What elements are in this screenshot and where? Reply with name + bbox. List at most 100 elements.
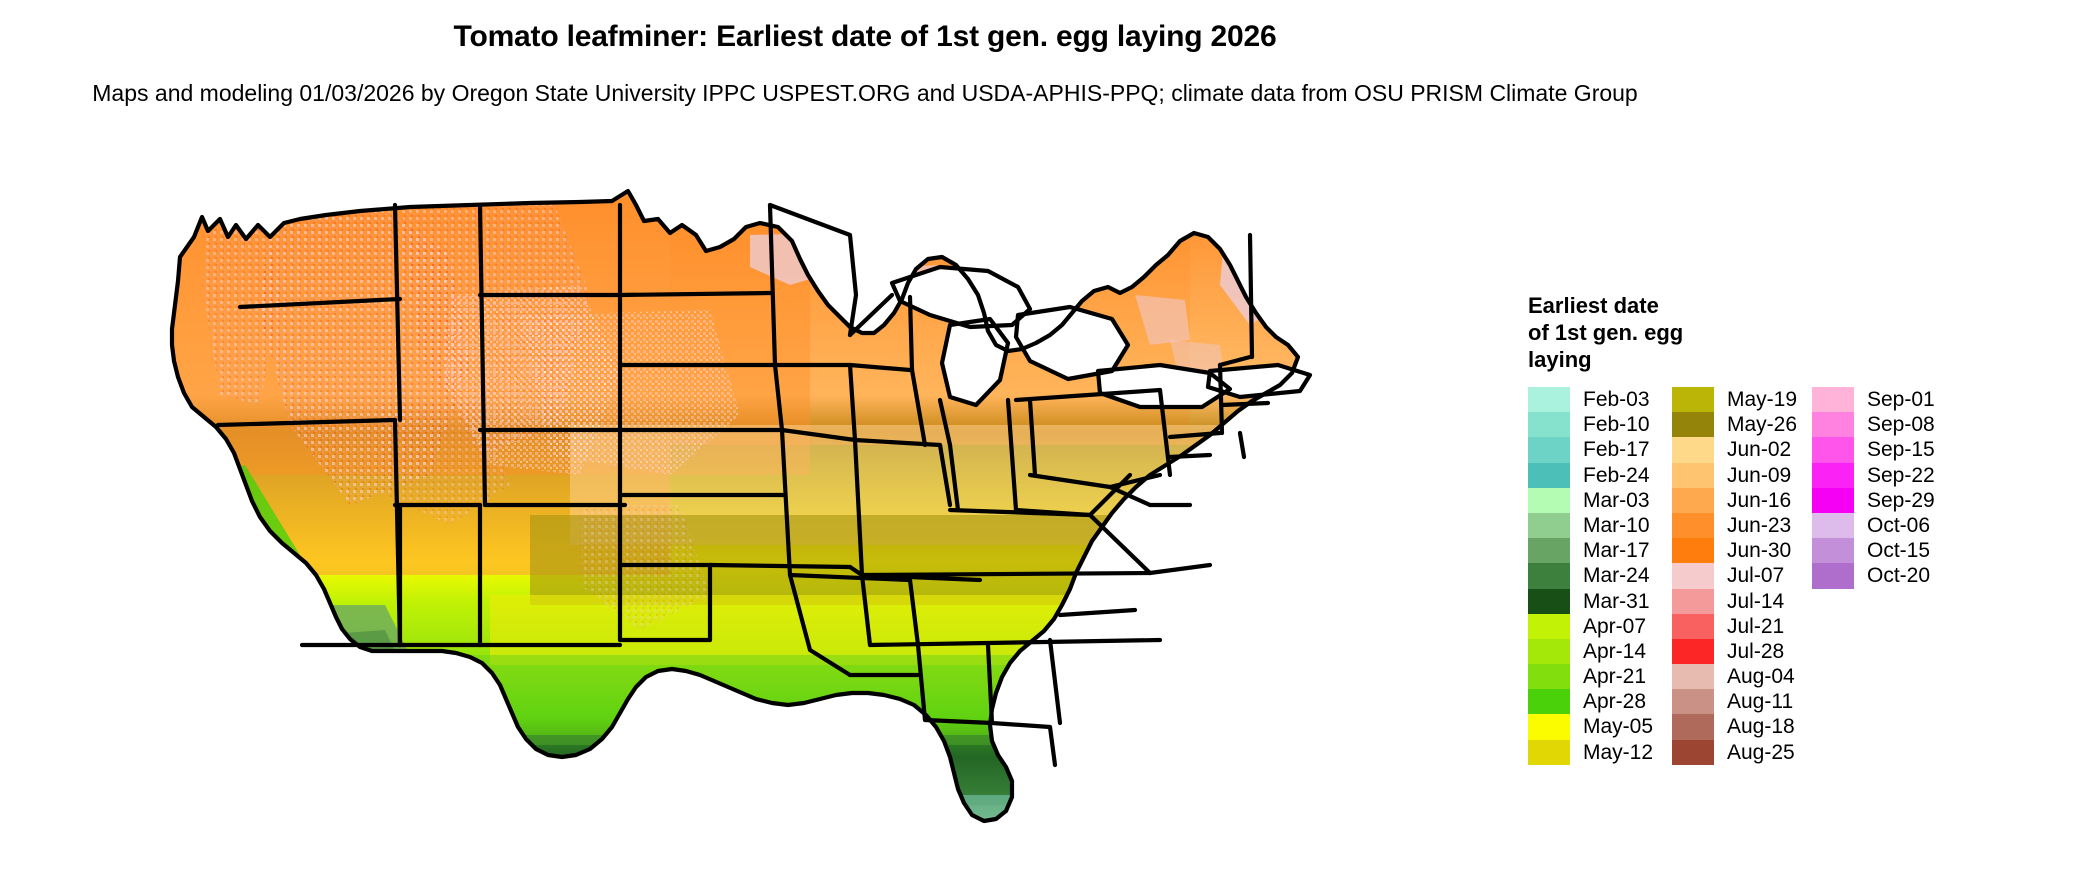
legend-color-swatch [1672,689,1714,715]
legend-entry[interactable]: Jun-30 [1672,538,1812,564]
legend-entry[interactable]: May-19 [1672,387,1812,413]
state-boundaries [169,188,1313,824]
legend-color-swatch [1672,538,1714,564]
legend-entry[interactable]: Jun-02 [1672,437,1812,463]
legend-entry[interactable]: Mar-17 [1528,538,1672,564]
legend-entry[interactable]: Jul-21 [1672,613,1812,639]
legend-entry[interactable]: Mar-31 [1528,588,1672,614]
legend-entry-label: Feb-10 [1583,413,1650,437]
legend-color-swatch [1812,563,1854,589]
legend-entry[interactable]: Apr-21 [1528,664,1672,690]
legend-entry[interactable]: Jun-23 [1672,512,1812,539]
legend-entry[interactable]: Jul-14 [1672,588,1812,614]
legend-entry-label: May-19 [1727,388,1798,411]
legend-color-swatch [1672,613,1714,639]
legend-color-swatch [1528,512,1570,539]
legend-entry[interactable]: Sep-29 [1812,487,1962,513]
legend-color-swatch [1672,664,1714,690]
legend-entry[interactable]: Feb-24 [1528,462,1672,488]
legend-color-swatch [1812,487,1854,513]
legend-entry-label: Jun-09 [1727,463,1792,487]
legend-entry-label: Mar-10 [1583,513,1650,537]
legend-entry[interactable]: Feb-10 [1528,412,1672,438]
legend-color-swatch [1528,462,1570,488]
legend-entry[interactable]: Aug-11 [1672,689,1812,715]
legend-color-swatch [1812,387,1854,413]
legend-entry-label: May-12 [1583,740,1654,764]
legend-entry[interactable]: Mar-10 [1528,512,1672,539]
legend-color-swatch [1672,714,1714,740]
legend-entry[interactable]: May-12 [1528,739,1672,765]
legend-entry[interactable]: Jun-16 [1672,487,1812,513]
legend-entry[interactable]: Jul-28 [1672,638,1812,665]
legend-color-swatch [1672,412,1714,438]
legend-entry[interactable]: Jun-09 [1672,462,1812,488]
legend-entry-label: May-05 [1583,715,1654,739]
legend-color-swatch [1528,387,1570,413]
legend-entry-label: Sep-29 [1867,488,1935,512]
legend-entry-label: Jun-30 [1727,539,1792,563]
legend-entry-label: Apr-07 [1583,614,1647,638]
legend-entry-label: Sep-01 [1867,388,1935,411]
legend-entry[interactable]: Aug-18 [1672,714,1812,740]
legend-entry[interactable]: Apr-14 [1528,638,1672,665]
legend-entry[interactable]: Oct-20 [1812,563,1962,589]
legend-entry-label: Feb-03 [1583,388,1650,411]
legend-entry-label: Jul-07 [1727,564,1785,588]
legend-entry-label: Aug-25 [1727,740,1795,764]
legend-entry-label: Jun-16 [1727,488,1792,512]
legend-entry-label: Oct-06 [1867,513,1931,537]
legend-entry[interactable]: Sep-08 [1812,412,1962,438]
legend-entry[interactable]: Feb-03 [1528,387,1672,413]
legend-color-swatch [1528,538,1570,564]
map-legend: Earliest date of 1st gen. egg laying Feb… [1528,292,2088,765]
legend-color-swatch [1812,437,1854,463]
legend-entry[interactable]: Apr-28 [1528,689,1672,715]
legend-color-swatch [1528,487,1570,513]
legend-entry[interactable]: Feb-17 [1528,437,1672,463]
conus-choropleth-map [150,175,1530,885]
legend-entry-label: Jul-21 [1727,614,1785,638]
legend-entry-label: Feb-17 [1583,438,1650,462]
legend-entry[interactable]: May-05 [1528,714,1672,740]
legend-entry-label: Mar-03 [1583,488,1650,512]
legend-entry[interactable]: Sep-22 [1812,462,1962,488]
legend-entry-label: Jun-23 [1727,513,1792,537]
legend-entry-label: Jun-02 [1727,438,1792,462]
legend-color-swatch [1812,538,1854,564]
legend-entry[interactable]: Aug-25 [1672,739,1812,765]
legend-entry-label: Jul-14 [1727,589,1785,613]
legend-color-swatch [1812,512,1854,539]
legend-color-swatch [1528,437,1570,463]
legend-color-swatch [1672,588,1714,614]
legend-entry[interactable]: Mar-24 [1528,563,1672,589]
legend-entry[interactable]: Oct-15 [1812,538,1962,564]
legend-color-swatch [1528,588,1570,614]
legend-column-2: May-19 May-26 Jun-02 Jun-09 Jun-16 Jun-23 Jun-… [1672,387,1812,765]
legend-entry[interactable]: Mar-03 [1528,487,1672,513]
legend-color-swatch [1528,689,1570,715]
legend-entry[interactable]: Sep-15 [1812,437,1962,463]
legend-entry-label: Oct-15 [1867,539,1931,563]
legend-entry[interactable]: Apr-07 [1528,613,1672,639]
legend-entry[interactable]: Sep-01 [1812,387,1962,413]
legend-entry[interactable]: Jul-07 [1672,563,1812,589]
legend-color-swatch [1672,487,1714,513]
legend-color-swatch [1528,714,1570,740]
legend-entry[interactable]: Oct-06 [1812,512,1962,539]
legend-color-swatch [1528,412,1570,438]
legend-color-swatch [1672,563,1714,589]
legend-entry-label: Sep-15 [1867,438,1935,462]
legend-entry[interactable]: May-26 [1672,412,1812,438]
legend-color-swatch [1528,664,1570,690]
legend-entry-label: Aug-11 [1727,690,1794,714]
map-color-bands [172,191,1298,821]
legend-entry-label: Sep-22 [1867,463,1935,487]
page-subtitle: Maps and modeling 01/03/2026 by Oregon S… [92,80,1638,106]
legend-entry-label: Aug-18 [1727,715,1795,739]
legend-entry-label: Apr-14 [1583,639,1647,663]
legend-color-swatch [1528,613,1570,639]
legend-column-1: Feb-03 Feb-10 Feb-17 Feb-24 Mar-03 Mar-10 Mar-… [1528,387,1672,765]
legend-entry[interactable]: Aug-04 [1672,664,1812,690]
map-svg [169,188,1368,835]
